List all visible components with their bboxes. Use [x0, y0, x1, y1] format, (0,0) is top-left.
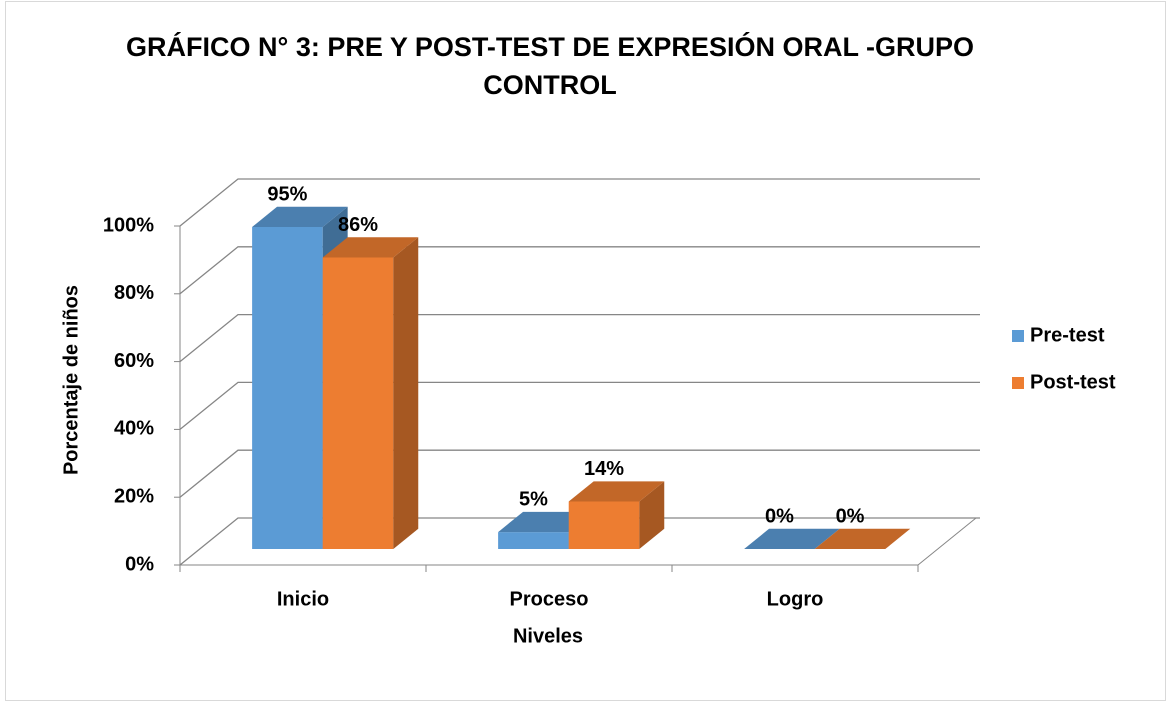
- x-tick-label: Inicio: [277, 588, 329, 610]
- bar: [322, 237, 419, 550]
- legend-label: Post-test: [1030, 371, 1116, 393]
- y-axis-label: Porcentaje de niños: [60, 285, 82, 475]
- y-tick-label: 0%: [125, 553, 154, 575]
- grid-line: [179, 178, 980, 227]
- data-label: 0%: [836, 505, 865, 527]
- grid-line: [179, 449, 980, 498]
- bar-front: [498, 532, 569, 550]
- y-tick-label: 80%: [114, 282, 154, 304]
- x-tick-label: Logro: [767, 588, 824, 610]
- bar-top: [252, 206, 348, 227]
- y-tick-label: 60%: [114, 350, 154, 372]
- bar-top: [814, 528, 911, 550]
- y-tick-label: 40%: [114, 418, 154, 440]
- x-axis-label: Niveles: [513, 625, 583, 647]
- legend-swatch: [1012, 377, 1024, 389]
- legend-swatch: [1012, 330, 1024, 342]
- floor-edge: [917, 517, 977, 566]
- bar-side: [393, 237, 419, 550]
- bar-top: [744, 528, 840, 550]
- bar-front: [568, 501, 640, 550]
- grid-line: [179, 313, 980, 363]
- grid-line: [179, 381, 980, 430]
- data-label: 5%: [519, 488, 548, 510]
- data-label: 95%: [267, 183, 307, 205]
- grid-line: [179, 517, 980, 566]
- frame: [5, 1, 1166, 701]
- y-tick-label: 100%: [103, 214, 154, 236]
- data-label: 14%: [584, 458, 624, 480]
- x-tick-label: Proceso: [510, 588, 589, 610]
- bar: [568, 481, 665, 550]
- bar-front: [252, 226, 323, 550]
- data-label: 86%: [338, 214, 378, 236]
- bar: [744, 528, 840, 550]
- bar-front: [322, 257, 394, 550]
- bar: [814, 528, 911, 550]
- bar-top: [322, 237, 419, 258]
- y-tick-label: 20%: [114, 485, 154, 507]
- bar-side: [639, 481, 665, 550]
- bar-top: [568, 481, 665, 502]
- data-label: 0%: [765, 505, 794, 527]
- legend-label: Pre-test: [1030, 324, 1105, 346]
- chart-title: GRÁFICO N° 3: PRE Y POST-TEST DE EXPRESI…: [126, 32, 974, 100]
- grid-line: [179, 246, 980, 295]
